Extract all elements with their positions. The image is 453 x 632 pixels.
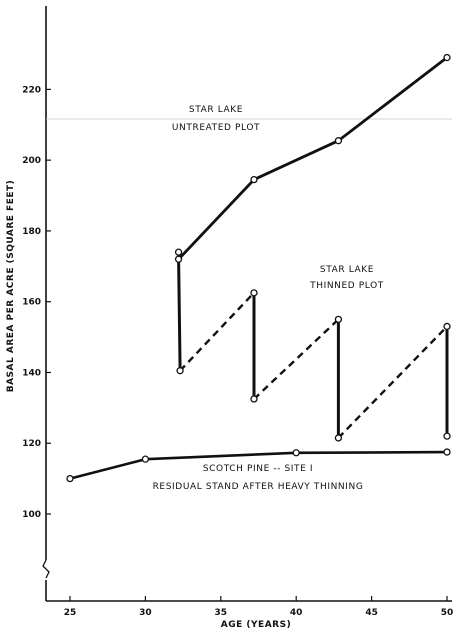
- point-scotch-0: [66, 474, 74, 483]
- point-untreated-3: [334, 137, 343, 145]
- annotation-scotch-line-0: SCOTCH PINE -- SITE I: [203, 464, 313, 474]
- annotations: STAR LAKE UNTREATED PLOT STAR LAKE THINNED …: [153, 105, 384, 492]
- point-scotch-2: [292, 449, 300, 457]
- y-tick-label-160: 160: [22, 298, 41, 308]
- x-tick-label-25: 25: [64, 608, 77, 618]
- point-thinned-0: [176, 367, 184, 375]
- annotation-scotch-line-1: RESIDUAL STAND AFTER HEAVY THINNING: [153, 482, 364, 492]
- ticks: 100 120 140 160 180 200 220 25 30 35 40 45 50: [22, 85, 453, 618]
- point-untreated-0: [174, 248, 183, 256]
- series: [69, 56, 449, 480]
- annotation-untreated-line-0: STAR LAKE: [189, 105, 243, 115]
- series-thinned-segment-1: [179, 291, 255, 372]
- y-axis-break: [42, 559, 50, 579]
- x-tick-label-45: 45: [365, 608, 378, 618]
- series-scotch-line: [69, 450, 448, 480]
- y-axis-title: BASAL AREA PER ACRE (SQUARE FEET): [6, 180, 16, 393]
- point-thinned-5: [443, 322, 451, 331]
- annotation-thinned-line-1: THINNED PLOT: [309, 281, 384, 291]
- y-tick-label-100: 100: [22, 510, 41, 520]
- point-scotch-3: [443, 448, 451, 456]
- x-tick-label-30: 30: [139, 608, 152, 618]
- point-untreated-2: [250, 175, 258, 184]
- y-tick-label-200: 200: [22, 156, 41, 166]
- x-axis-title: AGE (YEARS): [221, 620, 291, 630]
- point-thinned-3: [334, 315, 343, 324]
- x-tick-label-40: 40: [290, 608, 303, 618]
- series-thinned-segment-3: [253, 318, 340, 400]
- point-thinned-6: [443, 432, 451, 440]
- series-thinned-segment-5: [337, 325, 448, 439]
- x-tick-label-50: 50: [441, 608, 453, 618]
- point-untreated-1: [174, 255, 183, 263]
- series-thinned-segment-0: [177, 259, 182, 371]
- y-tick-label-140: 140: [22, 368, 41, 378]
- axes: [42, 6, 452, 602]
- y-tick-label-180: 180: [22, 227, 41, 237]
- y-tick-label-220: 220: [22, 85, 41, 95]
- point-thinned-4: [334, 434, 343, 442]
- x-tick-label-35: 35: [215, 608, 228, 618]
- annotation-untreated-line-1: UNTREATED PLOT: [172, 123, 260, 133]
- series-untreated-line: [177, 56, 448, 261]
- point-scotch-1: [141, 455, 150, 463]
- points: [66, 53, 451, 483]
- y-tick-label-120: 120: [22, 439, 41, 449]
- annotation-thinned-line-0: STAR LAKE: [320, 265, 374, 275]
- point-thinned-2: [250, 395, 258, 403]
- point-thinned-1: [250, 289, 258, 297]
- point-untreated-4: [443, 53, 451, 62]
